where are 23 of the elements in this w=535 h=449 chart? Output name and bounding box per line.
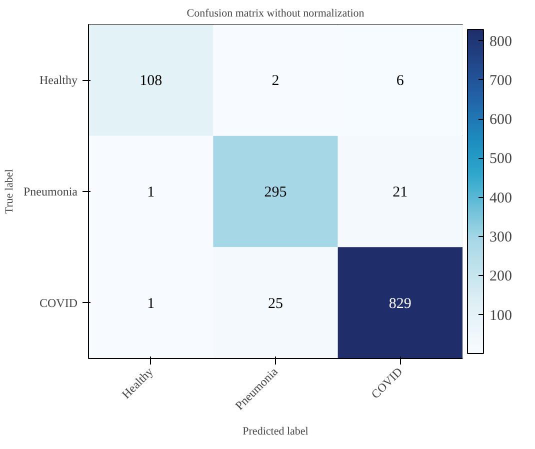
color-bar-label: 700 [490, 72, 512, 89]
color-bar-label: 400 [490, 190, 512, 206]
chart-title: Confusion matrix without normalization [186, 8, 365, 20]
y-axis-title: True label [4, 169, 16, 214]
color-bar-label: 300 [490, 230, 512, 246]
y-tick-label: COVID [40, 296, 78, 310]
color-bar-label: 600 [490, 112, 512, 128]
color-bar-label: 200 [490, 268, 512, 285]
color-bar-label: 100 [490, 308, 512, 324]
data-label: 108 [140, 73, 162, 90]
color-bar-label: 500 [490, 151, 512, 168]
data-label: 295 [264, 184, 287, 200]
data-label: 1 [147, 184, 155, 200]
data-label: 829 [388, 296, 412, 312]
y-tick-label: Pneumonia [24, 184, 78, 198]
color-bar-label: 800 [490, 34, 512, 50]
data-label: 6 [396, 73, 404, 90]
x-axis-title: Predicted label [242, 426, 308, 438]
data-label: 21 [392, 184, 408, 200]
data-label: 25 [268, 296, 283, 312]
data-label: 2 [272, 73, 280, 90]
data-label: 1 [147, 296, 155, 312]
y-tick-label: Healthy [40, 73, 78, 88]
